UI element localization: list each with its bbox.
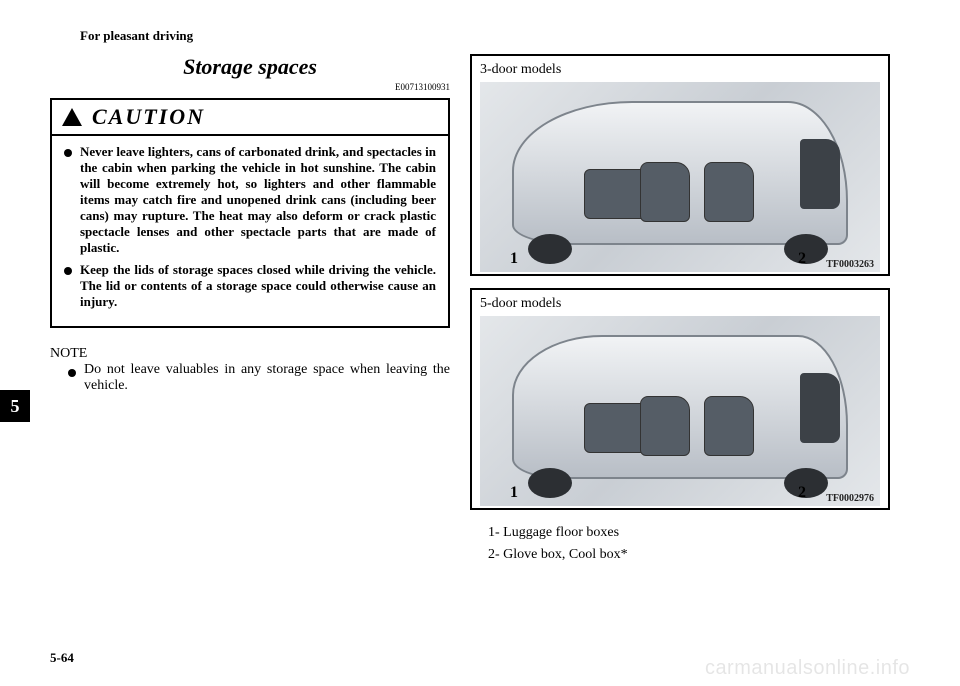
figure-5door: 5-door models 1 2 TF0002976 xyxy=(470,288,890,510)
callout-1: 1 xyxy=(510,250,518,268)
wheel xyxy=(528,234,572,264)
caution-header: CAUTION xyxy=(52,100,448,136)
legend-item-1: 1- Luggage floor boxes xyxy=(488,522,890,544)
front-seat xyxy=(640,396,690,456)
right-column: 3-door models 1 2 TF0003263 5-door model… xyxy=(470,54,890,567)
callout-2: 2 xyxy=(798,484,806,502)
bullet-icon xyxy=(64,267,72,275)
caution-label: CAUTION xyxy=(92,104,205,130)
caution-text: Keep the lids of storage spaces closed w… xyxy=(80,262,436,310)
figure-label: 5-door models xyxy=(480,296,880,312)
section-header: For pleasant driving xyxy=(80,28,910,44)
callout-1: 1 xyxy=(510,484,518,502)
caution-item: Keep the lids of storage spaces closed w… xyxy=(64,262,436,310)
figure-code: TF0002976 xyxy=(826,493,874,504)
watermark: carmanualsonline.info xyxy=(705,657,910,680)
warning-triangle-icon xyxy=(62,108,82,126)
figure-label: 3-door models xyxy=(480,62,880,78)
wheel xyxy=(528,468,572,498)
figure-code: TF0003263 xyxy=(826,259,874,270)
chapter-tab: 5 xyxy=(0,390,30,422)
callout-2: 2 xyxy=(798,250,806,268)
content-columns: Storage spaces E00713100931 CAUTION Neve… xyxy=(50,54,910,567)
dashboard xyxy=(800,139,840,209)
car-cutaway-3door: 1 2 TF0003263 xyxy=(480,82,880,272)
legend-item-2: 2- Glove box, Cool box* xyxy=(488,544,890,566)
front-seat xyxy=(704,162,754,222)
note-item: Do not leave valuables in any storage sp… xyxy=(50,362,450,394)
dashboard xyxy=(800,373,840,443)
page-number: 5-64 xyxy=(50,650,74,666)
left-column: Storage spaces E00713100931 CAUTION Neve… xyxy=(50,54,450,567)
bullet-icon xyxy=(64,149,72,157)
caution-text: Never leave lighters, cans of carbonated… xyxy=(80,144,436,256)
page-title: Storage spaces xyxy=(50,54,450,80)
caution-box: CAUTION Never leave lighters, cans of ca… xyxy=(50,98,450,328)
note-text: Do not leave valuables in any storage sp… xyxy=(84,362,450,394)
figure-3door: 3-door models 1 2 TF0003263 xyxy=(470,54,890,276)
caution-item: Never leave lighters, cans of carbonated… xyxy=(64,144,436,256)
note-label: NOTE xyxy=(50,346,450,362)
front-seat xyxy=(640,162,690,222)
car-cutaway-5door: 1 2 TF0002976 xyxy=(480,316,880,506)
caution-body: Never leave lighters, cans of carbonated… xyxy=(52,136,448,326)
doc-code: E00713100931 xyxy=(50,82,450,92)
front-seat xyxy=(704,396,754,456)
bullet-icon xyxy=(68,369,76,377)
wheel xyxy=(784,468,828,498)
wheel xyxy=(784,234,828,264)
figure-legend: 1- Luggage floor boxes 2- Glove box, Coo… xyxy=(470,522,890,567)
